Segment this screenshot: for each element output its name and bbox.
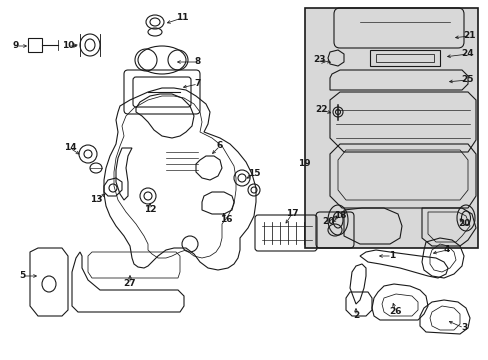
Text: 1: 1 <box>388 252 394 261</box>
Text: 4: 4 <box>443 246 449 255</box>
Text: 18: 18 <box>333 211 346 220</box>
Text: 25: 25 <box>461 76 473 85</box>
Text: 17: 17 <box>285 210 298 219</box>
Text: 26: 26 <box>389 307 402 316</box>
Bar <box>375 54 433 62</box>
Text: 3: 3 <box>460 324 466 333</box>
Text: 8: 8 <box>195 58 201 67</box>
Text: 16: 16 <box>219 216 232 225</box>
Text: 15: 15 <box>247 170 260 179</box>
Text: 22: 22 <box>315 105 327 114</box>
Bar <box>28 38 42 52</box>
Text: 21: 21 <box>463 31 475 40</box>
Text: 2: 2 <box>352 311 358 320</box>
Bar <box>305 8 477 248</box>
Text: 10: 10 <box>61 41 74 50</box>
Text: 20: 20 <box>321 217 333 226</box>
Text: 23: 23 <box>313 55 325 64</box>
Text: 9: 9 <box>13 41 19 50</box>
Text: 24: 24 <box>461 49 473 58</box>
Text: 5: 5 <box>19 271 25 280</box>
Text: 11: 11 <box>175 13 188 22</box>
Text: 7: 7 <box>194 80 201 89</box>
Text: 14: 14 <box>63 144 76 153</box>
Text: 19: 19 <box>297 159 310 168</box>
Text: 6: 6 <box>217 141 223 150</box>
Text: 27: 27 <box>123 279 136 288</box>
Text: 13: 13 <box>90 195 102 204</box>
Bar <box>369 50 439 66</box>
Text: 20: 20 <box>457 220 469 229</box>
Text: 12: 12 <box>143 206 156 215</box>
